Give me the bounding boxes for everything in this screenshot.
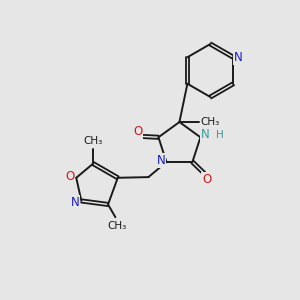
Text: N: N: [234, 51, 243, 64]
Text: CH₃: CH₃: [200, 117, 219, 127]
Text: N: N: [70, 196, 79, 209]
Text: O: O: [202, 172, 211, 186]
Text: N: N: [201, 128, 210, 141]
Text: O: O: [133, 124, 142, 138]
Text: H: H: [216, 130, 224, 140]
Text: N: N: [157, 154, 166, 167]
Text: O: O: [65, 170, 74, 183]
Text: CH₃: CH₃: [107, 221, 127, 231]
Text: CH₃: CH₃: [83, 136, 103, 146]
